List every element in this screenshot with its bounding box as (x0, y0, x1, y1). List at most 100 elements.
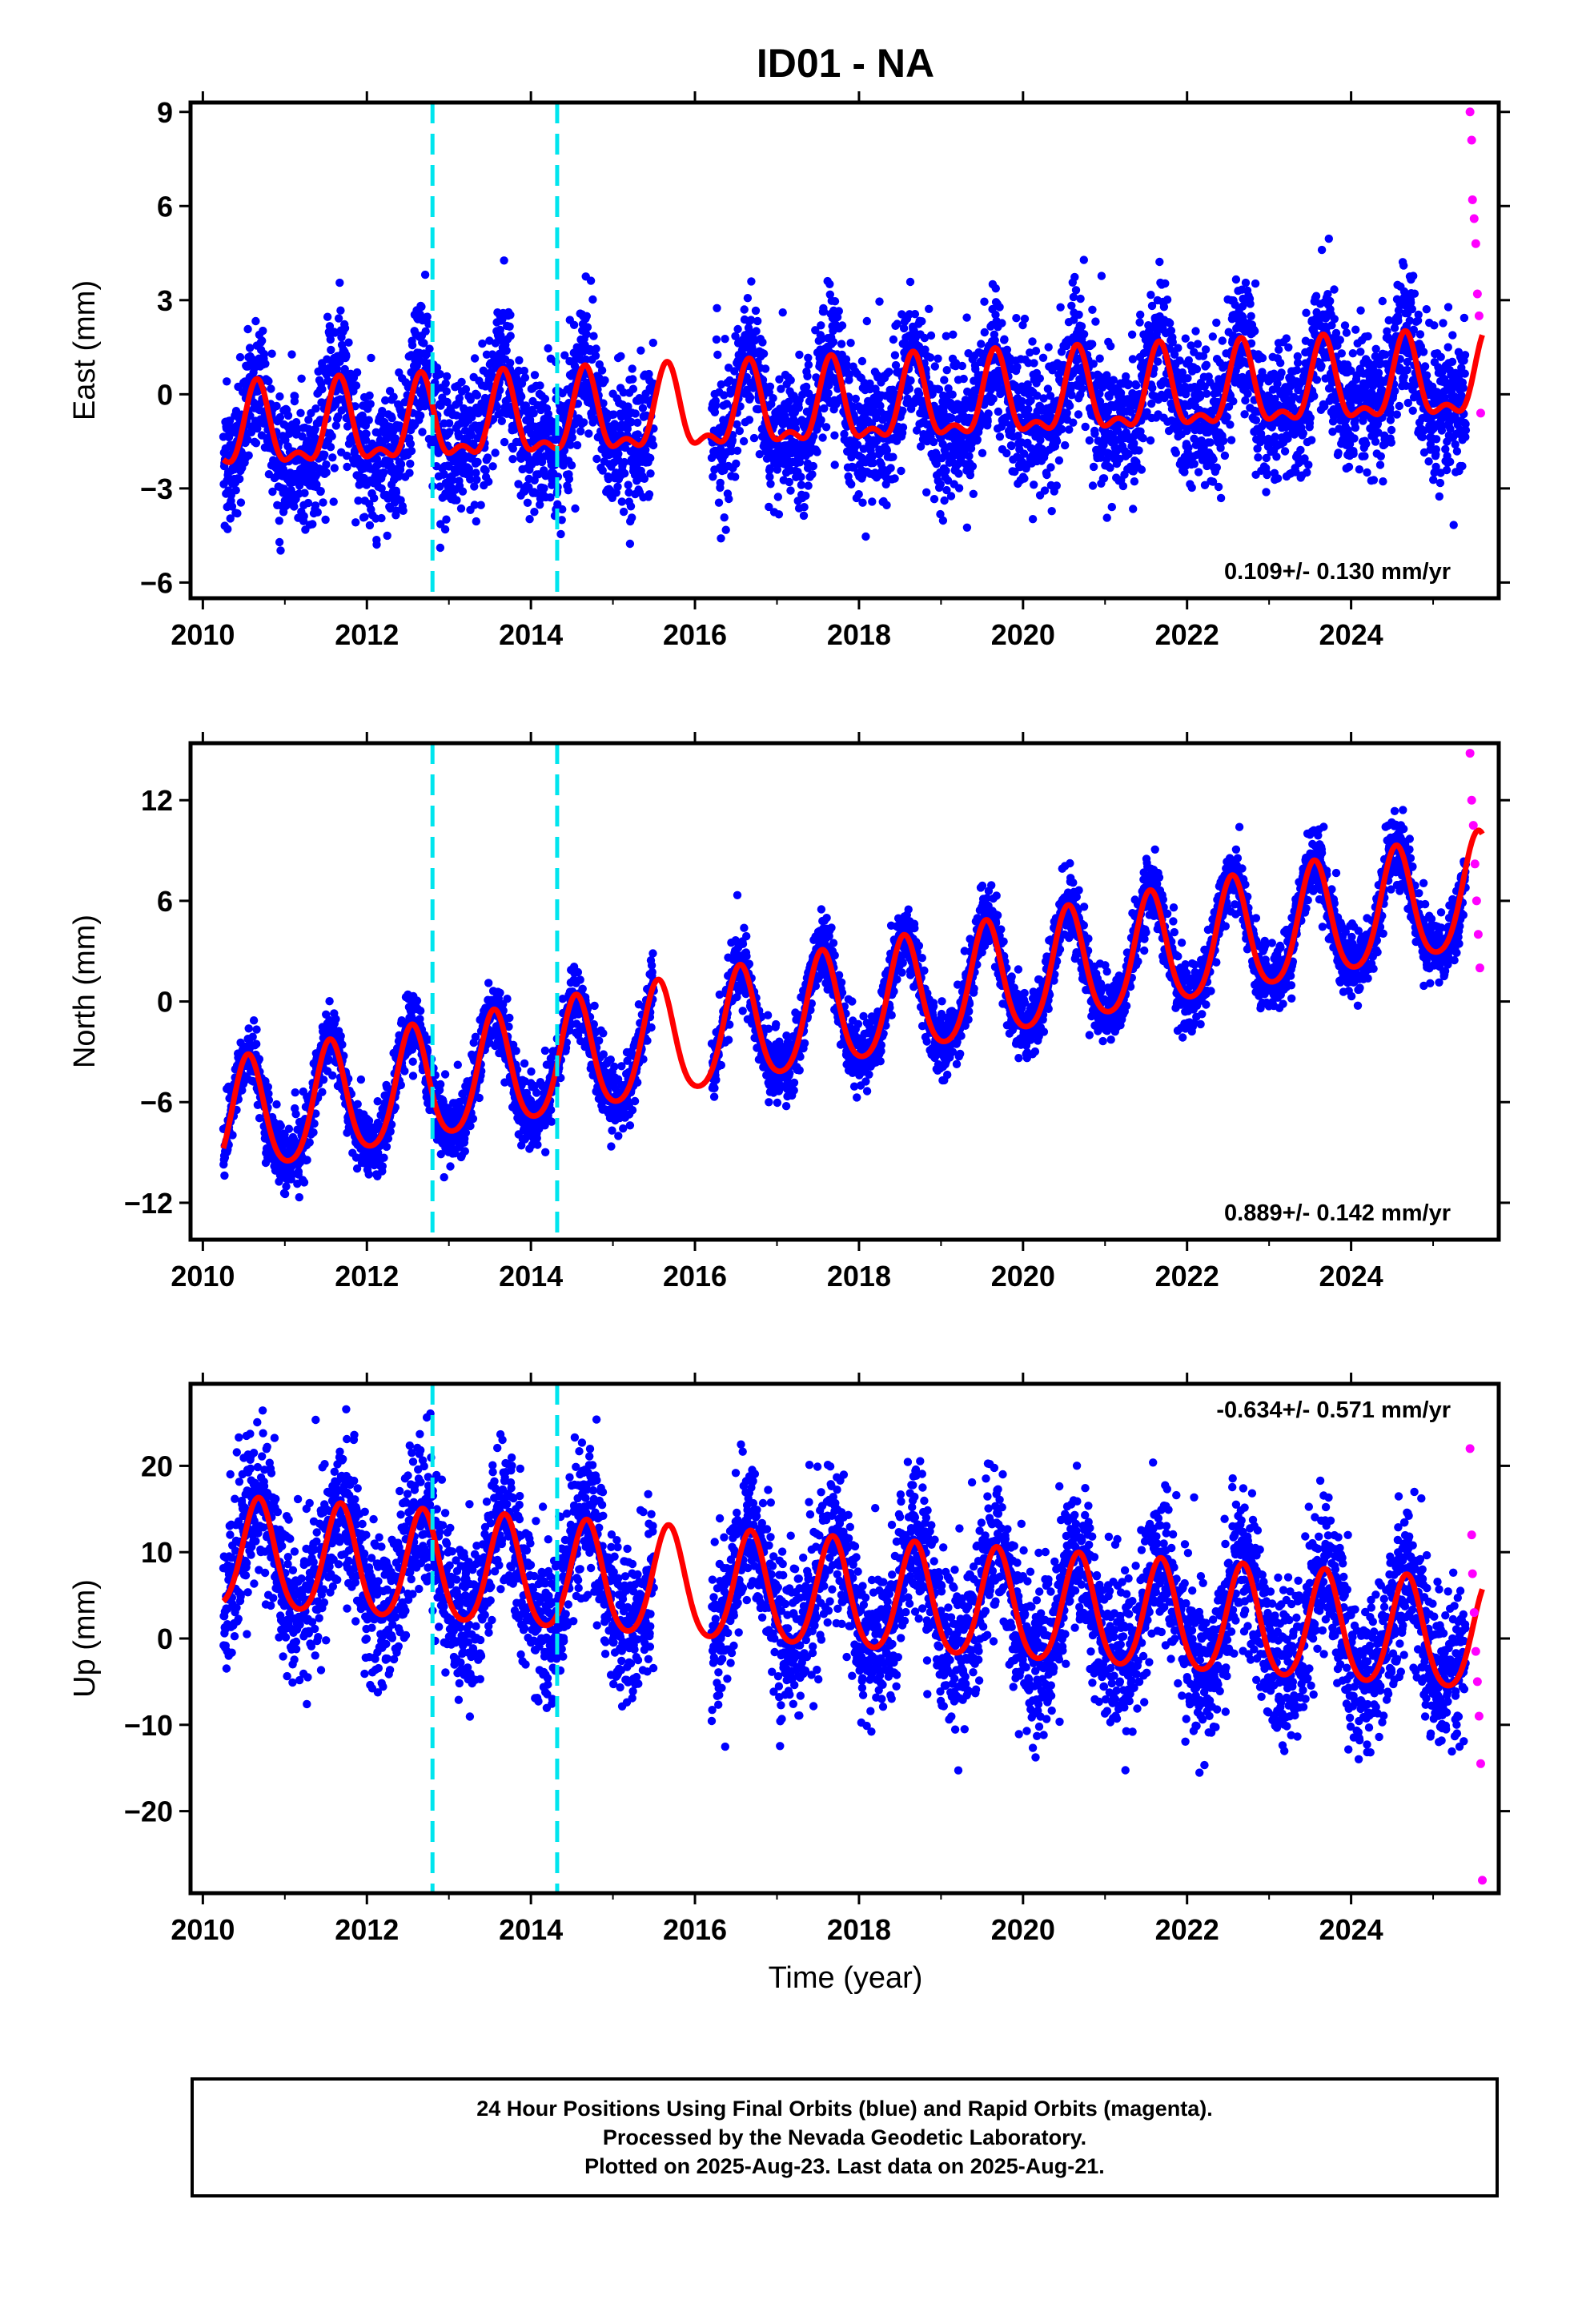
east-final-orbit-point (1431, 445, 1441, 454)
east-final-orbit-point (1074, 410, 1083, 419)
east-final-orbit-point (311, 404, 320, 413)
east-final-orbit-point (1324, 234, 1334, 243)
east-final-orbit-point (387, 414, 396, 423)
east-final-orbit-point (869, 401, 879, 411)
east-final-orbit-point (1310, 392, 1319, 400)
east-final-orbit-point (885, 368, 893, 376)
east-final-orbit-point (1216, 493, 1226, 503)
east-final-orbit-point (291, 392, 299, 400)
east-final-orbit-point (452, 496, 461, 505)
east-final-orbit-point (325, 322, 335, 331)
east-final-orbit-point (524, 483, 533, 492)
east-final-orbit-point (1407, 298, 1415, 308)
east-final-orbit-point (343, 422, 352, 431)
east-final-orbit-point (1085, 436, 1094, 445)
east-final-orbit-point (905, 277, 915, 287)
east-final-orbit-point (1238, 302, 1247, 311)
east-final-orbit-point (921, 345, 930, 354)
east-final-orbit-point (444, 419, 454, 428)
east-final-orbit-point (940, 376, 949, 384)
east-final-orbit-point (1166, 326, 1176, 336)
east-final-orbit-point (1014, 432, 1022, 440)
east-final-orbit-point (1166, 319, 1174, 328)
east-final-orbit-point (1184, 356, 1194, 365)
east-final-orbit-point (484, 477, 493, 486)
east-final-orbit-point (1201, 345, 1211, 354)
east-final-orbit-point (713, 304, 721, 312)
east-final-orbit-point (275, 392, 284, 401)
east-final-orbit-point (591, 352, 600, 360)
east-final-orbit-point (1448, 331, 1457, 340)
east-final-orbit-point (1330, 285, 1339, 294)
east-final-orbit-point (626, 502, 636, 511)
east-final-orbit-point (722, 400, 731, 408)
east-final-orbit-point (425, 344, 434, 353)
east-final-orbit-point (962, 313, 971, 322)
east-final-orbit-point (1065, 401, 1074, 410)
east-final-orbit-point (716, 444, 725, 453)
east-final-orbit-point (797, 480, 806, 489)
east-final-orbit-point (1054, 456, 1064, 465)
east-final-orbit-point (845, 371, 853, 380)
east-final-orbit-point (977, 340, 986, 348)
east-final-orbit-point (381, 396, 390, 405)
east-final-orbit-point (1209, 455, 1218, 464)
east-rapid-orbit-point (1468, 195, 1477, 204)
east-final-orbit-point (1347, 366, 1355, 376)
east-final-orbit-point (365, 521, 375, 530)
east-final-orbit-point (830, 431, 839, 440)
east-final-orbit-point (1422, 305, 1431, 314)
east-final-orbit-point (233, 509, 242, 518)
east-x-tick-label: 2020 (991, 618, 1055, 651)
east-final-orbit-point (1363, 468, 1371, 477)
east-final-orbit-point (819, 307, 829, 316)
east-final-orbit-point (942, 332, 951, 340)
east-final-orbit-point (1273, 474, 1283, 483)
east-final-orbit-point (1340, 321, 1350, 330)
east-final-orbit-point (620, 469, 629, 478)
east-final-orbit-point (1026, 396, 1035, 405)
east-final-orbit-point (506, 311, 515, 320)
east-x-tick-label: 2010 (171, 618, 235, 651)
east-final-orbit-point (1334, 448, 1343, 457)
east-final-orbit-point (846, 339, 855, 348)
east-final-orbit-point (745, 393, 755, 402)
east-final-orbit-point (849, 463, 858, 472)
east-final-orbit-point (408, 340, 417, 350)
east-final-orbit-point (281, 436, 290, 444)
east-final-orbit-point (1202, 360, 1211, 369)
east-final-orbit-point (472, 475, 481, 485)
east-final-orbit-point (1253, 444, 1262, 453)
east-final-orbit-point (1071, 286, 1081, 295)
east-final-orbit-point (1330, 315, 1339, 324)
east-final-orbit-point (322, 468, 331, 477)
east-final-orbit-point (351, 381, 361, 390)
east-final-orbit-point (1446, 457, 1455, 466)
east-final-orbit-point (308, 520, 317, 529)
east-final-orbit-point (399, 506, 408, 515)
east-final-orbit-point (1300, 454, 1309, 463)
east-final-orbit-point (331, 421, 340, 430)
east-final-orbit-point (917, 317, 926, 326)
east-final-orbit-point (710, 408, 720, 416)
east-final-orbit-point (1386, 416, 1395, 424)
east-final-orbit-point (1344, 462, 1354, 472)
east-final-orbit-point (318, 384, 327, 394)
east-final-orbit-point (644, 490, 654, 499)
east-final-orbit-point (1089, 462, 1098, 472)
east-final-orbit-point (1061, 440, 1070, 450)
east-final-orbit-point (304, 416, 313, 424)
east-final-orbit-point (938, 516, 948, 525)
east-final-orbit-point (1263, 470, 1271, 480)
east-final-orbit-point (934, 385, 944, 394)
east-final-orbit-point (995, 303, 1004, 312)
east-final-orbit-point (954, 469, 963, 478)
east-final-orbit-point (721, 335, 729, 344)
east-final-orbit-point (905, 384, 914, 393)
east-final-orbit-point (1181, 334, 1191, 343)
east-final-orbit-point (378, 407, 387, 416)
east-final-orbit-point (890, 474, 899, 483)
east-final-orbit-point (492, 402, 502, 412)
east-final-orbit-point (889, 452, 897, 461)
east-final-orbit-point (1078, 384, 1087, 393)
